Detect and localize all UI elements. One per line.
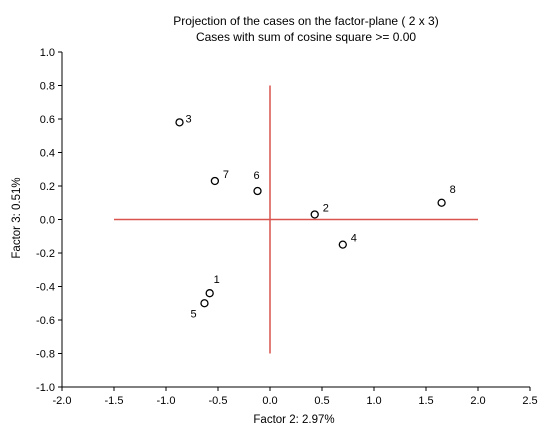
y-tick-label: 0.6	[40, 114, 55, 126]
data-point	[210, 176, 220, 186]
data-point	[253, 186, 262, 196]
y-tick-label: 0.0	[40, 215, 55, 227]
data-point	[175, 118, 184, 127]
x-axis-title: Factor 2: 2.97%	[253, 414, 334, 426]
x-tick-label: -2.0	[53, 395, 72, 407]
x-tick-label: -1.0	[157, 395, 176, 407]
x-tick-label: -0.5	[209, 395, 228, 407]
x-tick-label: 1.0	[366, 395, 381, 407]
chart-subtitle: Cases with sum of cosine square >= 0.00	[196, 30, 416, 44]
x-tick-label: 0.5	[314, 395, 329, 407]
point-label: 3	[186, 113, 192, 125]
point-label: 8	[450, 184, 456, 196]
x-tick-label: 2.5	[522, 395, 537, 407]
x-tick-label: -1.5	[105, 395, 124, 407]
point-label: 7	[223, 169, 229, 181]
data-point	[437, 198, 446, 207]
data-point	[205, 289, 214, 298]
chart-title: Projection of the cases on the factor-pl…	[173, 14, 438, 28]
data-point	[200, 299, 209, 308]
point-label: 2	[323, 202, 329, 214]
x-tick-label: 1.5	[418, 395, 433, 407]
data-point	[338, 240, 347, 249]
y-tick-label: -1.0	[36, 382, 55, 394]
y-tick-label: -0.8	[36, 349, 55, 361]
point-label: 1	[214, 274, 220, 286]
y-tick-label: 1.0	[40, 47, 55, 59]
y-tick-label: -0.2	[36, 248, 55, 260]
point-label: 4	[351, 233, 357, 245]
y-tick-label: 0.8	[40, 81, 55, 93]
y-tick-label: -0.6	[36, 315, 55, 327]
point-label: 6	[254, 170, 260, 182]
x-tick-label: 0.0	[262, 395, 277, 407]
y-tick-label: 0.2	[40, 181, 55, 193]
x-tick-label: 2.0	[470, 395, 485, 407]
data-point	[310, 210, 319, 219]
point-label: 5	[190, 308, 196, 320]
y-tick-label: -0.4	[36, 282, 55, 294]
plot-area: 1.00.80.60.40.20.0-0.2-0.4-0.6-0.8-1.0-2…	[36, 47, 538, 407]
y-tick-label: 0.4	[40, 148, 55, 160]
y-axis-title: Factor 3: 0.51%	[11, 177, 23, 258]
